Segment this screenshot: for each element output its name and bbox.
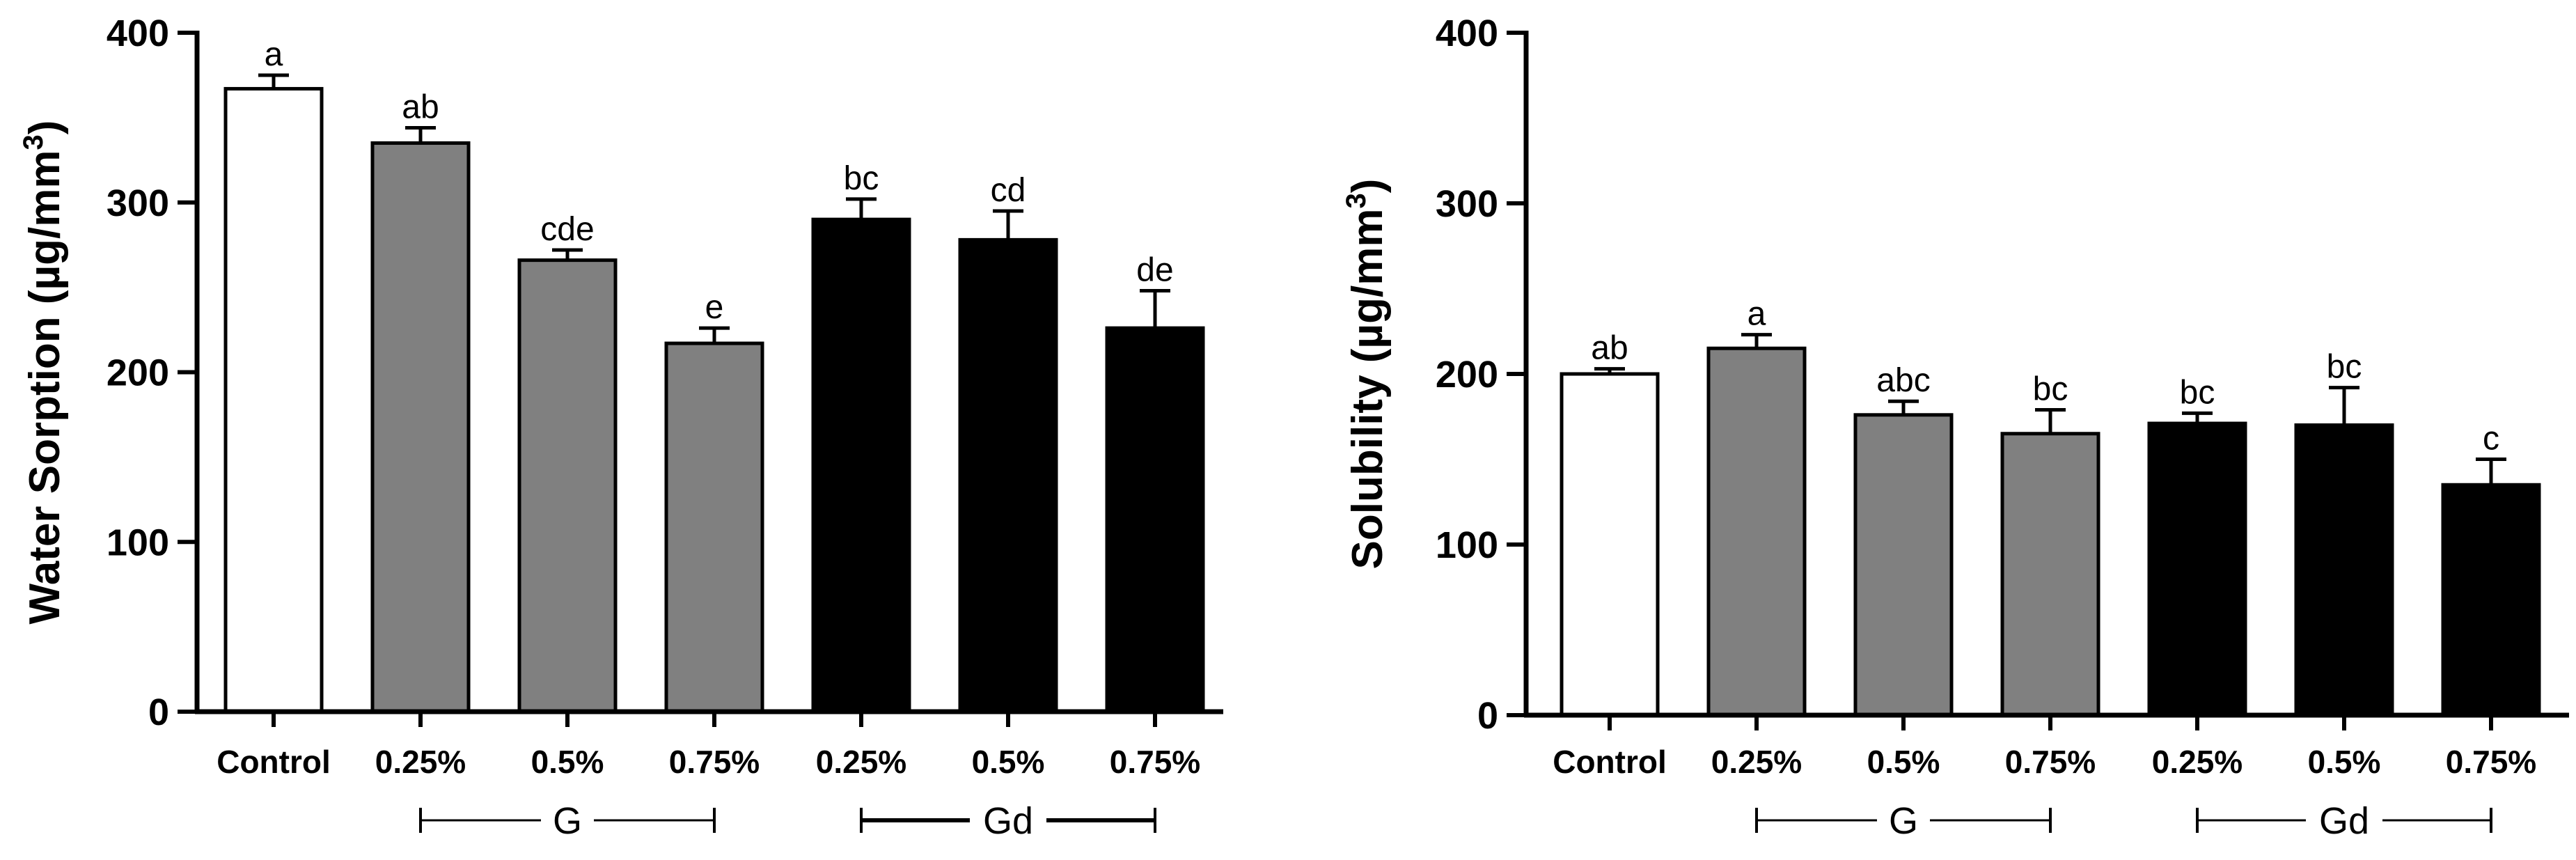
significance-letter-4: bc xyxy=(2180,374,2215,411)
solubility-chart: ab Control a 0.25% abc 0.5% bc 0.75% bc 0.25% bc 0.… xyxy=(1341,13,2569,842)
x-tick-label-4: 0.25% xyxy=(2152,744,2243,780)
group-label-0: G xyxy=(553,800,582,842)
significance-letter-5: bc xyxy=(2327,349,2362,386)
x-tick-label-1: 0.25% xyxy=(1711,744,1802,780)
bar-1 xyxy=(1706,346,1807,717)
group-label-0: G xyxy=(1889,800,1918,842)
x-tick-label-3: 0.75% xyxy=(2005,744,2096,780)
bar-3 xyxy=(664,341,764,714)
significance-letter-4: bc xyxy=(844,160,879,197)
y-axis-title-main: Solubility (µg/mm xyxy=(1344,208,1392,569)
y-axis-title-main: Water Sorption (µg/mm xyxy=(21,150,69,624)
bar-6 xyxy=(2441,483,2541,717)
bar-5 xyxy=(2294,423,2394,717)
significance-letter-3: e xyxy=(705,289,724,326)
y-axis-title-superscript: 3 xyxy=(18,134,49,150)
bar-6 xyxy=(1105,326,1205,714)
y-axis-title-superscript: 3 xyxy=(1341,193,1372,208)
significance-letter-0: ab xyxy=(1591,330,1628,367)
y-tick-label-3: 300 xyxy=(1436,183,1498,225)
group-label-1: Gd xyxy=(2319,800,2369,842)
x-tick-label-6: 0.75% xyxy=(1110,744,1200,780)
x-tick-label-6: 0.75% xyxy=(2446,744,2536,780)
y-axis-title: Water Sorption (µg/mm3) xyxy=(18,120,69,625)
y-axis-title-close: ) xyxy=(21,120,69,135)
y-tick-label-4: 400 xyxy=(107,13,169,54)
x-tick-label-4: 0.25% xyxy=(816,744,906,780)
y-axis-title-close: ) xyxy=(1344,179,1392,194)
bar-2 xyxy=(1853,413,1954,717)
x-tick-label-1: 0.25% xyxy=(375,744,466,780)
group-label-1: Gd xyxy=(983,800,1033,842)
bar-4 xyxy=(2147,421,2247,717)
significance-letter-2: abc xyxy=(1876,362,1930,399)
x-tick-label-0: Control xyxy=(1553,744,1667,780)
significance-letter-3: bc xyxy=(2033,370,2068,407)
water-sorption-chart: a Control ab 0.25% cde 0.5% e 0.75% bc 0.25% cd 0.5… xyxy=(18,13,1223,842)
y-tick-label-0: 0 xyxy=(1477,695,1498,737)
significance-letter-6: de xyxy=(1136,252,1173,289)
y-tick-label-1: 100 xyxy=(1436,524,1498,566)
x-tick-label-2: 0.5% xyxy=(1867,744,1940,780)
bar-1 xyxy=(370,141,471,714)
significance-letter-1: a xyxy=(1748,296,1766,333)
bar-5 xyxy=(958,237,1058,714)
y-tick-label-2: 200 xyxy=(1436,354,1498,396)
significance-letter-2: cde xyxy=(540,211,594,248)
bar-4 xyxy=(811,217,911,714)
y-tick-label-1: 100 xyxy=(107,522,169,563)
significance-letter-6: c xyxy=(2483,421,2499,458)
x-tick-label-5: 0.5% xyxy=(972,744,1045,780)
bar-2 xyxy=(517,258,618,714)
x-tick-label-5: 0.5% xyxy=(2308,744,2381,780)
y-tick-label-2: 200 xyxy=(107,352,169,394)
y-tick-label-3: 300 xyxy=(107,182,169,224)
y-tick-label-4: 400 xyxy=(1436,13,1498,54)
y-axis-title: Solubility (µg/mm3) xyxy=(1341,179,1392,570)
bar-0 xyxy=(1560,372,1660,717)
y-tick-label-0: 0 xyxy=(148,691,169,733)
significance-letter-0: a xyxy=(265,36,283,73)
x-tick-label-3: 0.75% xyxy=(669,744,760,780)
significance-letter-5: cd xyxy=(991,172,1026,209)
x-tick-label-0: Control xyxy=(217,744,331,780)
bar-0 xyxy=(223,86,324,714)
bar-3 xyxy=(2000,432,2100,717)
x-tick-label-2: 0.5% xyxy=(531,744,604,780)
significance-letter-1: ab xyxy=(402,89,439,126)
